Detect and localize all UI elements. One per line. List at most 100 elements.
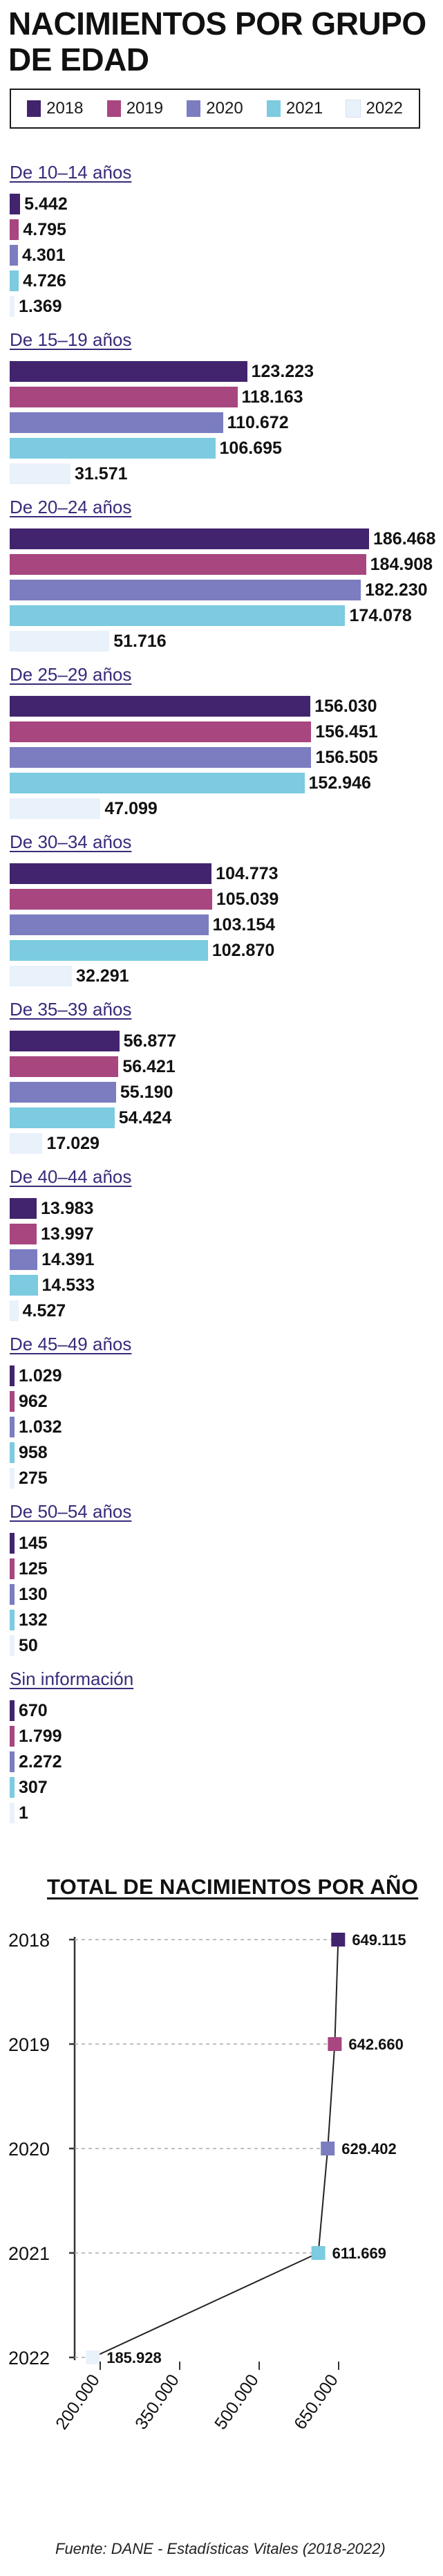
bar-value-label: 105.039: [216, 890, 279, 909]
bar-2019: [10, 1391, 15, 1412]
group-title: De 25–29 años: [10, 664, 132, 685]
bar-value-label: 156.030: [314, 697, 377, 716]
bar-2021: [10, 1442, 15, 1463]
group-title: De 40–44 años: [10, 1166, 132, 1187]
bar-2022: [10, 463, 71, 484]
title-line-1: NACIMIENTOS POR GRUPO: [8, 6, 426, 42]
bar-2020: [10, 1584, 15, 1605]
bar-2019: [10, 889, 212, 910]
bar-2019: [10, 1056, 119, 1077]
legend-label-2020: 2020: [206, 99, 243, 118]
bar-2022: [10, 631, 110, 652]
bar-2021: [10, 773, 305, 793]
group-title: De 30–34 años: [10, 831, 132, 852]
bar-2022: [10, 798, 101, 819]
bar-value-label: 1.032: [19, 1417, 62, 1437]
bar-2019: [10, 554, 366, 575]
bar-2018: [10, 1031, 120, 1051]
bar-value-label: 51.716: [113, 632, 167, 651]
group-title: De 15–19 años: [10, 329, 132, 350]
bar-2021: [10, 940, 208, 961]
x-tick-label: 500.000: [211, 2371, 263, 2433]
legend-swatch-2019: [106, 100, 121, 117]
point-marker-2022: [86, 2350, 100, 2364]
bar-value-label: 2.272: [19, 1752, 62, 1772]
bar-2021: [10, 1275, 38, 1296]
bar-2020: [10, 1249, 38, 1270]
bar-2019: [10, 1224, 37, 1244]
bar-2022: [10, 1803, 15, 1823]
y-tick-label: 2019: [8, 2034, 50, 2055]
bar-value-label: 13.997: [41, 1224, 94, 1244]
bar-2018: [10, 361, 247, 382]
bar-2020: [10, 1417, 15, 1437]
bar-value-label: 31.571: [75, 464, 128, 484]
legend: 2018 2019 2020 2021 2022: [10, 89, 420, 129]
point-value-label: 611.669: [332, 2245, 386, 2262]
bar-value-label: 47.099: [104, 799, 158, 818]
legend-item-2019: 2019: [106, 99, 164, 118]
point-value-label: 629.402: [341, 2140, 397, 2158]
bar-2018: [10, 528, 369, 549]
bar-value-label: 307: [19, 1778, 48, 1797]
bar-2018: [10, 863, 212, 884]
bar-2019: [10, 1726, 15, 1747]
legend-label-2019: 2019: [126, 99, 164, 118]
line-chart-title: TOTAL DE NACIMIENTOS POR AÑO: [47, 1875, 419, 1899]
bar-2020: [10, 747, 312, 768]
bar-value-label: 14.391: [41, 1250, 95, 1269]
page-title: NACIMIENTOS POR GRUPO DE EDAD: [8, 6, 426, 77]
title-line-2: DE EDAD: [8, 42, 149, 77]
legend-swatch-2020: [187, 100, 201, 117]
bar-2020: [10, 914, 209, 935]
legend-label-2022: 2022: [366, 99, 403, 118]
bar-value-label: 56.877: [123, 1031, 177, 1051]
bar-value-label: 106.695: [219, 439, 282, 458]
bar-2020: [10, 412, 223, 433]
bar-value-label: 56.421: [122, 1057, 176, 1076]
bar-value-label: 125: [19, 1559, 48, 1579]
bar-value-label: 102.870: [211, 941, 275, 960]
group-title: De 45–49 años: [10, 1334, 132, 1354]
bar-value-label: 54.424: [118, 1108, 172, 1128]
bar-2022: [10, 1468, 15, 1489]
bar-2019: [10, 721, 312, 742]
bar-value-label: 670: [19, 1701, 48, 1720]
group-title: De 10–14 años: [10, 162, 132, 183]
source-note: Fuente: DANE - Estadísticas Vitales (201…: [55, 2540, 386, 2557]
legend-item-2021: 2021: [266, 99, 323, 118]
bar-2018: [10, 1533, 15, 1554]
y-tick-label: 2021: [8, 2243, 50, 2264]
bar-2018: [10, 696, 311, 717]
x-tick-label: 200.000: [52, 2371, 104, 2433]
bar-2018: [10, 1700, 15, 1721]
bar-2020: [10, 245, 18, 266]
y-tick-label: 2020: [8, 2139, 50, 2160]
group-title: Sin información: [10, 1668, 134, 1689]
legend-item-2022: 2022: [346, 99, 403, 118]
bar-2018: [10, 194, 21, 214]
bar-2020: [10, 1082, 116, 1103]
bar-2022: [10, 296, 15, 317]
bar-value-label: 1.369: [19, 297, 62, 316]
bar-value-label: 145: [19, 1534, 48, 1553]
bar-2021: [10, 1777, 15, 1798]
legend-swatch-2018: [27, 100, 41, 117]
legend-swatch-2022: [346, 100, 361, 118]
bar-value-label: 118.163: [241, 387, 303, 407]
point-marker-2021: [311, 2246, 326, 2260]
bar-value-label: 152.946: [308, 773, 371, 793]
bar-value-label: 4.301: [21, 246, 66, 265]
bar-2021: [10, 605, 346, 626]
bar-2020: [10, 1751, 15, 1772]
point-marker-2020: [321, 2142, 335, 2155]
bar-value-label: 14.533: [41, 1276, 95, 1295]
bar-value-label: 132: [19, 1610, 48, 1630]
bar-value-label: 4.726: [23, 271, 66, 291]
legend-item-2018: 2018: [27, 99, 83, 118]
bar-value-label: 1.799: [19, 1727, 62, 1746]
group-title: De 35–39 años: [10, 999, 132, 1020]
bar-value-label: 104.773: [216, 864, 279, 883]
legend-item-2020: 2020: [187, 99, 243, 118]
legend-label-2021: 2021: [285, 99, 323, 118]
